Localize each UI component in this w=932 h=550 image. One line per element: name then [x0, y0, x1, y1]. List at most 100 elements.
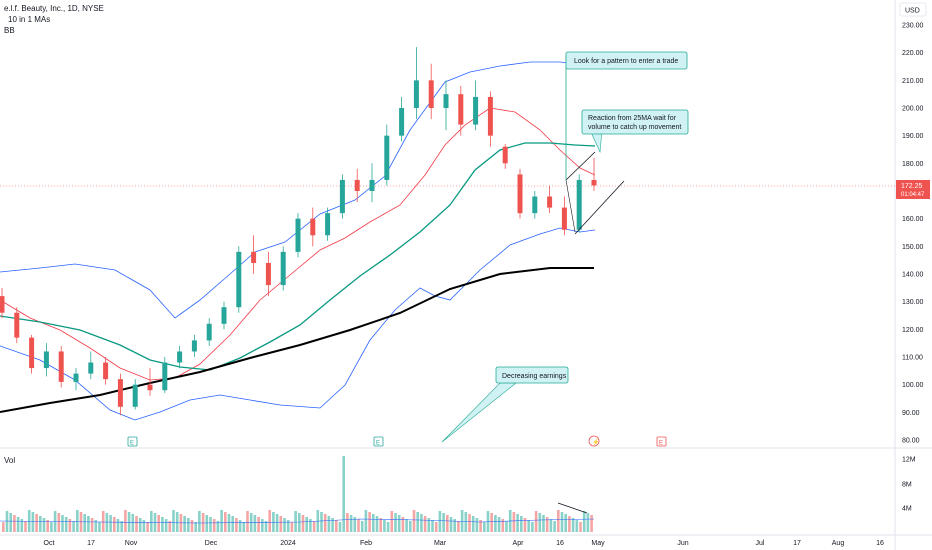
volume-bar — [383, 520, 386, 532]
volume-bar — [157, 515, 160, 532]
volume-bar — [142, 520, 146, 532]
volume-bar — [560, 512, 564, 532]
volume-bar — [457, 521, 460, 532]
moving-averages — [0, 107, 596, 413]
candle-body — [147, 384, 153, 391]
earnings-marker-nov — [127, 436, 138, 447]
earnings-markers[interactable]: E E ⚡ E — [127, 435, 667, 447]
volume-bar — [586, 513, 590, 532]
volume-bar — [494, 515, 497, 532]
volume-bar — [416, 512, 419, 532]
volume-bar — [87, 516, 90, 532]
candle-body — [14, 312, 20, 338]
volume-bar — [61, 515, 64, 532]
volume-bar — [409, 521, 412, 532]
time-axis[interactable]: Oct 17 Nov Dec 2024 Feb Mar Apr 16 May Jun Jul 17 Aug… — [44, 540, 884, 547]
volume-label[interactable]: Vol — [4, 456, 16, 465]
callout-pattern[interactable]: Look for a pattern to enter a trade — [565, 51, 688, 180]
price-tick: 210.00 — [902, 78, 924, 85]
candle-body — [443, 94, 449, 108]
bb-indicator-label[interactable]: BB — [4, 26, 15, 35]
callout-reaction[interactable]: Reaction from 25MA wait for volume to ca… — [581, 109, 689, 154]
flash-icon: ⚡ — [592, 438, 599, 446]
candle-body — [591, 179, 597, 186]
volume-bar — [464, 512, 468, 532]
candle-body — [354, 179, 360, 191]
volume-bar — [205, 515, 209, 532]
time-tick: 16 — [556, 540, 564, 547]
volume-bar — [301, 515, 305, 532]
volume-bar — [527, 520, 530, 532]
candle-body — [29, 337, 35, 369]
price-tag-value: 172.25 — [901, 183, 923, 190]
bb-upper — [0, 61, 596, 319]
volume-bar — [39, 516, 42, 532]
candle-body — [265, 262, 271, 286]
price-tick: 200.00 — [902, 106, 924, 113]
callout-reaction-line2: volume to catch up movement — [588, 124, 681, 131]
time-tick: 2024 — [280, 540, 296, 547]
trendline-lower — [574, 180, 625, 235]
volume-bar — [5, 511, 9, 532]
svg-text:E: E — [376, 441, 380, 447]
volume-tick: 12M — [902, 457, 916, 464]
volume-ma — [0, 518, 595, 524]
ma-50 — [0, 142, 596, 371]
volume-bar — [261, 519, 264, 532]
volume-bar — [449, 517, 453, 532]
volume-bar — [194, 522, 197, 532]
candle-body — [532, 196, 538, 214]
volume-bar — [50, 522, 53, 532]
volume-bar — [94, 520, 98, 532]
volume-bar — [342, 456, 345, 532]
currency-badge[interactable]: USD — [899, 2, 927, 17]
volume-bar — [386, 522, 390, 532]
volume-bar — [101, 511, 105, 532]
time-tick: 17 — [87, 540, 95, 547]
candle-body — [339, 179, 345, 214]
volume-bar — [571, 518, 575, 532]
candle-body — [517, 174, 523, 214]
volume-bar — [109, 515, 112, 532]
volume-bar — [582, 511, 586, 532]
volume-bar — [497, 517, 501, 532]
price-tick: 110.00 — [902, 355, 923, 362]
price-tick: 160.00 — [902, 216, 924, 223]
volume-bar — [105, 513, 109, 532]
volume-bar — [275, 514, 279, 532]
price-tick: 80.00 — [902, 438, 920, 445]
callout-earnings[interactable]: Decreasing earnings — [441, 366, 569, 443]
price-tick: 140.00 — [902, 272, 924, 279]
volume-bar — [209, 517, 212, 532]
volume-bar — [323, 514, 327, 532]
price-tick: 90.00 — [902, 410, 920, 417]
volume-bar — [135, 516, 138, 532]
volume-bar — [201, 513, 205, 532]
volume-bar — [471, 516, 475, 532]
price-tick: 100.00 — [902, 382, 924, 389]
volume-bar — [168, 521, 172, 532]
volume-bar — [24, 521, 27, 532]
volume-bar — [57, 513, 61, 532]
volume-bar — [412, 510, 416, 532]
volume-bar — [538, 513, 542, 532]
candle-body — [206, 323, 212, 341]
trendline-upper — [565, 151, 596, 181]
bollinger-bands — [0, 61, 596, 421]
price-axis[interactable]: 230.00220.00210.00200.00190.00180.00170.… — [902, 23, 924, 445]
trendlines[interactable] — [557, 151, 625, 514]
volume-bar — [542, 515, 545, 532]
volume-bar — [212, 519, 216, 532]
volume-bar — [90, 518, 94, 532]
volume-bar — [253, 515, 257, 532]
volume-bar — [490, 513, 493, 532]
volume-bar — [220, 510, 223, 532]
time-tick: Aug — [832, 540, 845, 547]
volume-bar — [427, 518, 431, 532]
ma-indicator-label[interactable]: 10 in 1 MAs — [8, 15, 51, 24]
volume-bar — [423, 516, 427, 532]
candles — [0, 47, 597, 416]
volume-bar — [442, 513, 445, 532]
volume-bar — [183, 516, 186, 532]
